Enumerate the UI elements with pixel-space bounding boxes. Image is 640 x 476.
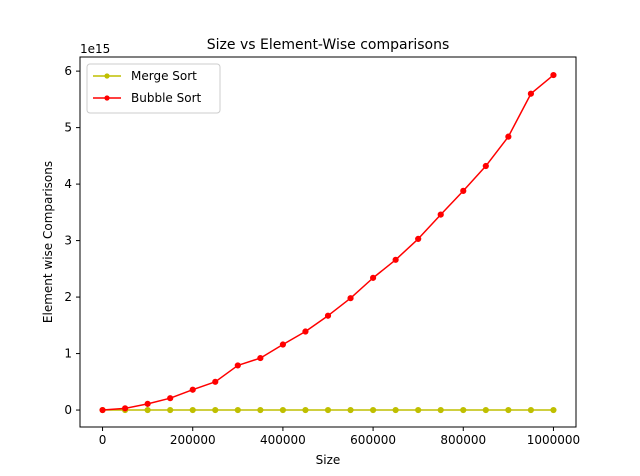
data-point-merge-sort <box>505 406 512 414</box>
y-tick-label: 3 <box>64 234 72 248</box>
x-tick-label: 1000000 <box>527 433 580 447</box>
data-point-bubble-sort <box>99 406 106 414</box>
data-point-bubble-sort <box>121 405 129 412</box>
data-point-merge-sort <box>527 406 535 414</box>
legend-marker <box>104 73 110 79</box>
chart-title: Size vs Element-Wise comparisons <box>207 37 449 53</box>
data-point-merge-sort <box>189 406 196 414</box>
data-point-bubble-sort <box>415 235 422 242</box>
data-point-bubble-sort <box>437 211 444 218</box>
y-axis-ticks: 0 1 2 3 4 5 6 <box>64 64 80 417</box>
y-tick-label: 5 <box>64 121 72 135</box>
data-point-bubble-sort <box>482 162 489 170</box>
series-layer <box>99 71 557 414</box>
x-axis-ticks: 0 200000 400000 600000 800000 1000000 <box>99 427 580 447</box>
data-point-bubble-sort <box>324 312 332 319</box>
data-point-merge-sort <box>392 406 399 414</box>
data-point-bubble-sort <box>347 295 354 302</box>
data-point-merge-sort <box>550 406 557 414</box>
y-axis-label: Element wise Comparisons <box>41 161 55 323</box>
y-tick-label: 0 <box>64 403 72 417</box>
legend-label: Bubble Sort <box>131 91 201 105</box>
x-tick-label: 200000 <box>170 433 216 447</box>
data-point-bubble-sort <box>369 274 377 281</box>
data-point-merge-sort <box>460 406 467 414</box>
data-point-bubble-sort <box>505 133 512 140</box>
legend-label: Merge Sort <box>131 69 197 83</box>
data-point-bubble-sort <box>234 362 241 369</box>
data-point-merge-sort <box>302 406 309 414</box>
data-point-merge-sort <box>482 406 489 414</box>
data-point-bubble-sort <box>167 395 174 402</box>
y-axis-offset-label: 1e15 <box>80 42 110 56</box>
x-tick-label: 400000 <box>260 433 306 447</box>
series-bubble-sort <box>99 71 557 414</box>
y-tick-label: 6 <box>64 64 72 78</box>
y-tick-label: 1 <box>64 347 72 361</box>
data-point-bubble-sort <box>527 90 535 97</box>
y-tick-label: 2 <box>64 290 72 304</box>
data-point-merge-sort <box>212 406 219 414</box>
legend-marker <box>104 95 110 101</box>
data-point-merge-sort <box>324 406 332 414</box>
data-point-merge-sort <box>167 406 174 414</box>
y-tick-label: 4 <box>64 177 72 191</box>
series-merge-sort <box>99 406 557 414</box>
data-point-bubble-sort <box>279 341 287 348</box>
data-point-merge-sort <box>234 406 241 414</box>
x-tick-label: 800000 <box>440 433 486 447</box>
data-point-bubble-sort <box>189 386 196 393</box>
data-point-merge-sort <box>144 406 151 414</box>
legend: Merge Sort Bubble Sort <box>86 63 221 114</box>
plot-frame <box>79 56 577 428</box>
data-point-bubble-sort <box>460 187 467 194</box>
data-point-merge-sort <box>279 406 287 414</box>
legend-item-merge-sort: Merge Sort <box>93 69 197 83</box>
x-tick-label: 0 <box>99 433 107 447</box>
legend-item-bubble-sort: Bubble Sort <box>93 91 201 105</box>
data-point-merge-sort <box>415 406 422 414</box>
data-point-merge-sort <box>347 406 354 414</box>
data-point-bubble-sort <box>257 354 264 362</box>
data-point-merge-sort <box>369 406 377 414</box>
data-point-bubble-sort <box>550 71 557 79</box>
data-point-bubble-sort <box>302 328 309 335</box>
x-tick-label: 600000 <box>350 433 396 447</box>
data-point-bubble-sort <box>392 256 399 263</box>
data-point-bubble-sort <box>144 400 151 407</box>
data-point-bubble-sort <box>212 378 219 385</box>
data-point-merge-sort <box>437 406 444 414</box>
data-point-merge-sort <box>257 406 264 414</box>
x-axis-label: Size <box>316 453 341 467</box>
